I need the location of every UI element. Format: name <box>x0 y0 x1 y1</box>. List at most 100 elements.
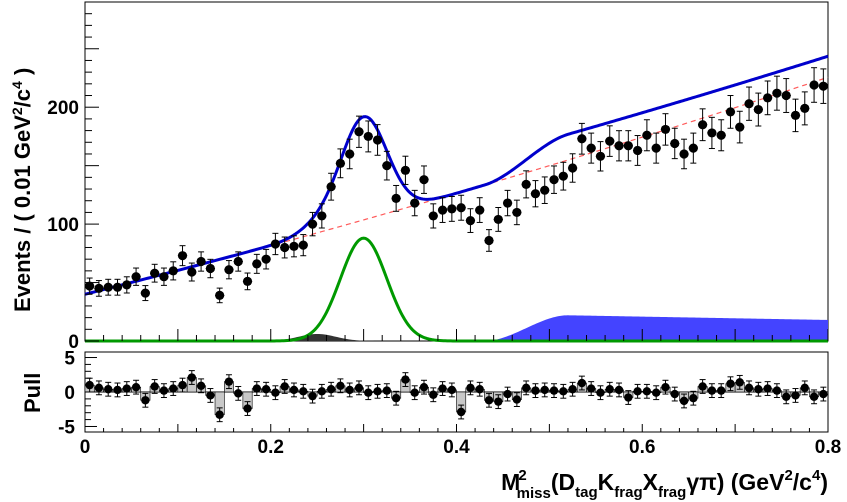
pull-point <box>800 383 809 393</box>
data-point <box>633 145 643 156</box>
data-point <box>345 149 355 159</box>
pull-point <box>772 386 782 395</box>
pull-point <box>345 385 354 395</box>
data-point <box>372 135 383 145</box>
pull-point <box>698 382 707 391</box>
data-point <box>475 205 485 215</box>
pull-point <box>243 404 252 413</box>
pull-point <box>559 387 568 396</box>
data-point <box>698 120 708 130</box>
pull-point <box>401 375 410 384</box>
data-point <box>205 263 215 274</box>
data-point <box>540 185 550 195</box>
data-point <box>215 290 225 301</box>
total-fit-curve <box>84 54 829 296</box>
data-point <box>224 265 234 275</box>
main-axes: 100 200 0 <box>47 1 829 353</box>
pull-point <box>512 395 522 404</box>
pull-point <box>141 396 150 405</box>
pull-point <box>326 385 336 394</box>
pull-point <box>159 386 169 395</box>
data-point <box>642 130 652 140</box>
data-point <box>707 128 717 138</box>
data-point <box>196 256 206 267</box>
x-axis-title: M2 miss(DtagKfragXfragγπ) (GeV2/c4) <box>501 467 828 502</box>
pull-point <box>586 384 596 393</box>
pull-point <box>261 385 271 394</box>
data-point <box>577 134 587 144</box>
pull-point <box>187 373 197 382</box>
pull-point <box>215 410 224 419</box>
pull-point <box>763 384 772 393</box>
pull-point <box>410 388 419 397</box>
main-y-axis-title: Events / ( 0.01 GeV2/c4 ) <box>9 68 35 312</box>
pull-y-tick-label: 5 <box>64 349 75 370</box>
data-point <box>679 149 689 159</box>
data-point <box>419 175 429 185</box>
pull-point <box>744 383 754 393</box>
data-point <box>595 151 606 161</box>
x-tick-label: 0.2 <box>258 437 284 458</box>
data-point <box>410 198 420 208</box>
data-point <box>753 104 763 115</box>
pull-point <box>521 383 531 393</box>
y-tick-label: 100 <box>47 215 79 236</box>
pull-point <box>633 387 642 396</box>
pull-point <box>707 386 717 395</box>
data-point <box>623 141 633 151</box>
pull-point <box>373 387 382 396</box>
pull-y-tick-label: -5 <box>58 417 75 438</box>
pull-point <box>549 386 559 395</box>
pull-point <box>735 378 744 387</box>
fit-curves <box>84 54 829 343</box>
pull-point <box>782 392 791 402</box>
data-point <box>400 165 411 175</box>
data-point <box>382 161 392 171</box>
pull-point <box>642 387 652 396</box>
pull-point <box>354 383 364 393</box>
data-point <box>530 189 541 199</box>
data-point <box>735 122 745 132</box>
pull-point <box>466 383 475 393</box>
data-point <box>428 211 438 221</box>
y-tick-label: 0 <box>68 332 79 353</box>
data-point <box>187 267 197 277</box>
data-point <box>94 283 104 293</box>
data-point <box>716 130 726 140</box>
data-point <box>818 81 828 91</box>
pull-point <box>568 385 577 394</box>
pull-point <box>429 390 438 399</box>
data-point <box>150 268 160 278</box>
data-point <box>512 207 522 218</box>
pull-point <box>651 388 661 397</box>
pull-point <box>280 382 289 391</box>
pull-point <box>503 389 512 399</box>
y-tick-label: 200 <box>47 98 79 119</box>
pull-point <box>791 391 800 400</box>
data-point <box>252 259 262 269</box>
data-point <box>725 107 736 117</box>
data-point <box>242 276 253 286</box>
pull-point <box>577 378 587 388</box>
data-point <box>493 214 503 225</box>
pull-points <box>85 370 828 423</box>
pull-point <box>271 388 280 397</box>
data-point <box>270 239 280 249</box>
pull-point <box>234 389 243 398</box>
data-point <box>437 205 448 215</box>
data-point <box>800 103 810 113</box>
pull-point <box>614 385 624 395</box>
pull-point <box>317 387 327 396</box>
pull-point <box>605 385 614 394</box>
pull-point <box>150 382 159 391</box>
pull-bars <box>84 377 829 416</box>
pull-point <box>475 385 484 394</box>
data-point <box>168 266 178 276</box>
pull-point <box>391 394 401 403</box>
data-point <box>112 282 123 292</box>
data-point <box>502 198 513 208</box>
data-point <box>122 280 132 290</box>
data-point <box>280 242 290 253</box>
pull-point <box>178 380 187 390</box>
pull-point <box>484 396 494 405</box>
